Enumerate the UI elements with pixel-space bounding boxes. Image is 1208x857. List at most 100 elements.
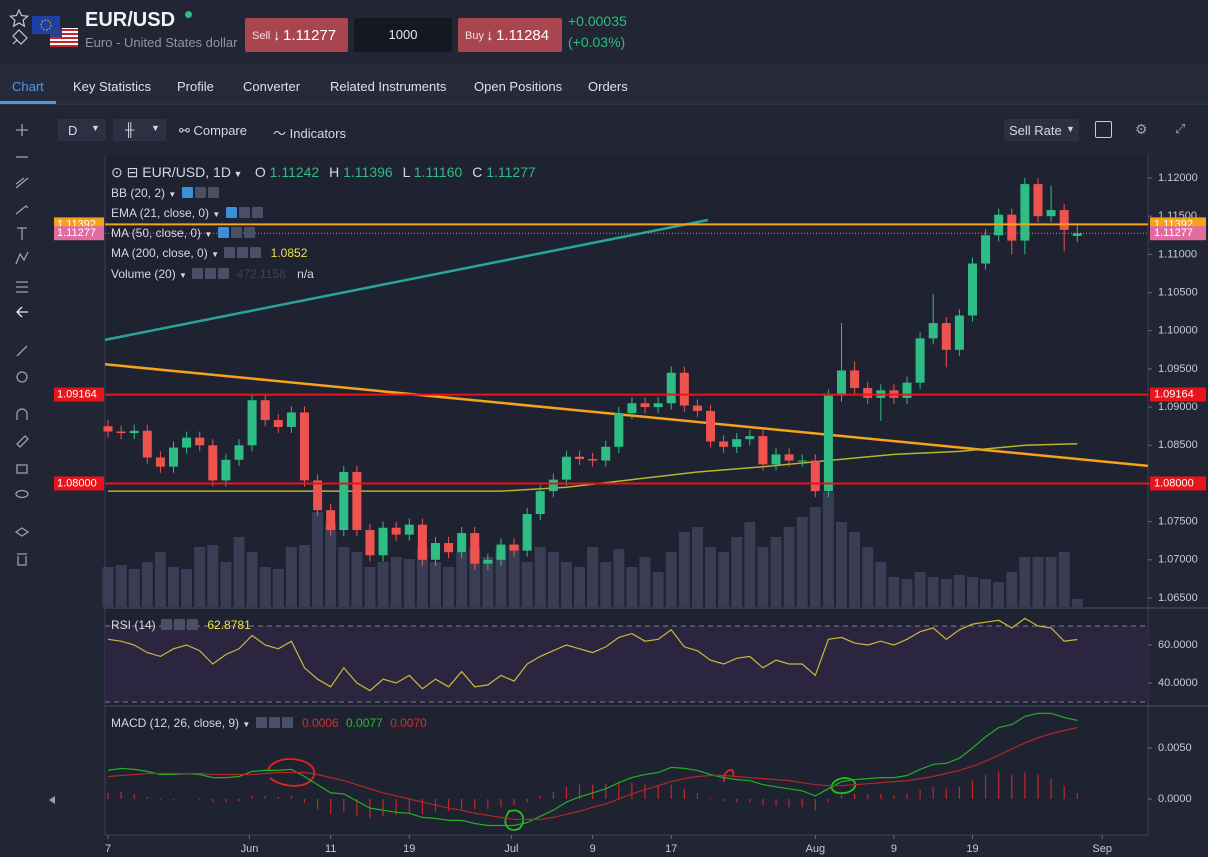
price-tag	[54, 226, 104, 241]
icon[interactable]	[181, 187, 193, 198]
candle-body	[627, 403, 637, 414]
ohlc-key: H	[329, 164, 340, 180]
candle-body	[771, 454, 781, 465]
volume-bar	[940, 579, 952, 607]
chart-type-select[interactable]: ╫ ▼	[113, 119, 166, 141]
volume-bar	[1045, 557, 1057, 607]
buy-button[interactable]: Buy ↓ 1.11284	[458, 18, 562, 52]
rate-select[interactable]: Sell Rate ▼	[1004, 119, 1079, 141]
candle-body	[444, 543, 454, 553]
icon[interactable]	[218, 268, 230, 279]
icon[interactable]	[161, 619, 173, 630]
candle-body	[247, 400, 257, 446]
icon[interactable]	[174, 619, 186, 630]
candle-body	[1059, 210, 1069, 230]
trend-line	[104, 363, 1149, 468]
volume-bar	[1071, 599, 1083, 607]
ohlc-value: 1.11160	[413, 164, 463, 180]
icon[interactable]	[205, 268, 217, 279]
tab[interactable]: Open Positions	[474, 79, 563, 94]
volume-bar	[809, 507, 821, 607]
sell-arrow: ↓	[273, 27, 281, 44]
candle-body	[941, 323, 951, 350]
pencil-icon	[16, 435, 29, 448]
icon[interactable]	[224, 247, 236, 258]
volume-bar	[508, 545, 520, 607]
candle-body	[509, 544, 519, 551]
tab[interactable]: Converter	[243, 79, 301, 94]
icon[interactable]	[243, 227, 255, 238]
quantity-input[interactable]: 1000	[354, 18, 452, 52]
y-tick-label: 1.10000	[1158, 325, 1198, 337]
indicator-value: 472.1158	[236, 267, 286, 281]
chart-title: EUR/USD, 1D	[142, 164, 231, 180]
volume-bar	[678, 532, 690, 607]
tab[interactable]: Profile	[177, 79, 214, 94]
ruler-icon	[16, 345, 28, 357]
candle-body	[103, 426, 113, 432]
side-toolbar	[14, 124, 30, 566]
volume-bar	[652, 572, 664, 607]
sell-button[interactable]: Sell ↓ 1.11277	[245, 18, 348, 52]
icon[interactable]	[251, 207, 263, 218]
favorite-icon	[9, 8, 30, 28]
candle-body	[313, 480, 323, 511]
volume-bar	[482, 557, 494, 607]
icon[interactable]	[187, 619, 199, 630]
candle-body	[850, 370, 860, 389]
tab[interactable]: Related Instruments	[330, 79, 447, 94]
candle-body	[1007, 214, 1017, 241]
checkbox[interactable]	[1095, 121, 1112, 138]
icon[interactable]	[268, 717, 280, 728]
icon[interactable]	[237, 247, 249, 258]
candle-body	[496, 544, 506, 560]
settings-icon[interactable]: ⚙	[1135, 121, 1148, 137]
candle-body	[679, 372, 689, 406]
icon[interactable]	[255, 717, 267, 728]
icon[interactable]	[230, 227, 242, 238]
fullscreen-icon[interactable]: ⤢	[1175, 121, 1186, 136]
indicators-button[interactable]: 〜 Indicators	[273, 123, 346, 142]
eu-stars	[40, 19, 52, 31]
icon[interactable]	[192, 268, 204, 279]
volume-bar	[534, 547, 546, 607]
volume-bar	[272, 569, 284, 607]
icon[interactable]	[281, 717, 293, 728]
candle-body	[810, 460, 820, 492]
icon[interactable]	[194, 187, 206, 198]
candle-body	[234, 445, 244, 460]
icon[interactable]	[207, 187, 219, 198]
candle-body	[208, 445, 218, 481]
volume-bar	[770, 537, 782, 607]
layers-icon	[14, 527, 30, 537]
price-tag	[54, 387, 104, 402]
x-tick-label: 9	[891, 843, 897, 855]
candle-body	[745, 436, 755, 440]
y-tick-label: 1.12000	[1158, 172, 1198, 184]
compare-label: Compare	[193, 123, 247, 138]
tab[interactable]: Orders	[588, 79, 628, 94]
volume-bar	[443, 567, 455, 607]
interval-select[interactable]: D ▼	[58, 119, 106, 141]
icon[interactable]	[225, 207, 237, 218]
icon[interactable]	[217, 227, 229, 238]
compare-button[interactable]: ⚯ Compare	[179, 123, 247, 139]
candle-body	[1020, 184, 1030, 241]
tab-bar	[0, 65, 1208, 105]
us-canton	[50, 28, 62, 37]
icon[interactable]	[250, 247, 262, 258]
buy-label: Buy	[465, 30, 484, 42]
indicator-name: MACD (12, 26, close, 9)	[111, 716, 240, 730]
candle-body	[653, 403, 663, 408]
candle-body	[863, 388, 873, 398]
price-tag-label: 1.09164	[57, 388, 97, 400]
buy-arrow: ↓	[486, 27, 494, 44]
candle-body	[286, 412, 296, 427]
interval: D	[68, 123, 78, 138]
tab[interactable]: Chart	[12, 79, 44, 94]
tab[interactable]: Key Statistics	[73, 79, 152, 94]
icon[interactable]	[238, 207, 250, 218]
candle-body	[692, 405, 702, 411]
candle-body	[902, 382, 912, 398]
macd-legend: MACD (12, 26, close, 9) ▼ 0.0006 0.0077 …	[111, 716, 427, 730]
